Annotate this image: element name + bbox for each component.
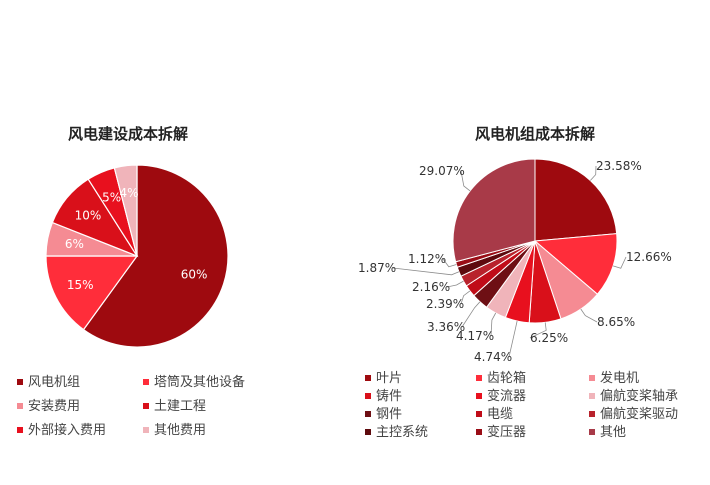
- legend-label-turbine-12: 其他: [600, 425, 626, 440]
- slice-label-turbine-7: 3.36%: [427, 320, 465, 334]
- legend-swatch-turbine-12: [589, 429, 595, 435]
- slice-label-construction-3: 6%: [65, 237, 84, 251]
- slice-label-turbine-9: 2.16%: [412, 280, 450, 294]
- legend-swatch-turbine-2: [476, 375, 482, 381]
- legend-label-turbine-7: 钢件: [376, 407, 402, 422]
- legend-swatch-turbine-11: [476, 429, 482, 435]
- legend-swatch-turbine-4: [365, 393, 371, 399]
- legend-label-construction-5: 外部接入费用: [28, 422, 106, 438]
- leader-line-turbine-12: [460, 170, 471, 192]
- slice-label-construction-6: 4%: [119, 186, 138, 200]
- pie-slice-construction-6: [113, 164, 138, 257]
- legend-label-construction-2: 塔筒及其他设备: [154, 374, 245, 390]
- slice-label-turbine-6: 4.17%: [456, 329, 494, 343]
- legend-label-turbine-1: 叶片: [376, 371, 402, 386]
- chart-title-construction-cost: 风电建设成本拆解: [68, 125, 188, 143]
- legend-label-turbine-10: 主控系统: [376, 425, 428, 440]
- legend-swatch-construction-5: [17, 427, 23, 433]
- slice-label-construction-5: 5%: [102, 191, 121, 205]
- legend-label-construction-1: 风电机组: [28, 375, 80, 390]
- pie-turbine-cost: 23.58% 12.66% 8.65% 6.25% 4.74% 4.17%3.36% 2.3…: [358, 158, 672, 364]
- slice-label-turbine-12: 29.07%: [419, 164, 465, 178]
- legend-label-turbine-3: 发电机: [600, 370, 639, 386]
- slice-label-turbine-3: 8.65%: [597, 315, 635, 329]
- legend-swatch-turbine-3: [589, 375, 595, 381]
- pie-slice-construction-1: [82, 164, 229, 348]
- legend-swatch-turbine-7: [365, 411, 371, 417]
- leader-line-turbine-2: [612, 256, 627, 269]
- slice-label-turbine-4: 6.25%: [530, 331, 568, 345]
- slice-label-construction-4: 10%: [75, 208, 102, 222]
- legend-label-construction-6: 其他费用: [154, 423, 206, 438]
- slice-label-turbine-5: 4.74%: [474, 350, 512, 364]
- leader-line-turbine-3: [580, 308, 598, 323]
- leader-line-turbine-8: [460, 290, 471, 305]
- legend-label-construction-3: 安装费用: [28, 399, 80, 414]
- pie-slice-turbine-1: [534, 158, 618, 242]
- legend-swatch-turbine-5: [476, 393, 482, 399]
- legend-swatch-construction-2: [143, 379, 149, 385]
- leader-line-turbine-11: [442, 258, 457, 268]
- leader-line-turbine-4: [529, 322, 547, 339]
- leader-line-turbine-7: [461, 301, 481, 328]
- legend-label-turbine-8: 电缆: [487, 406, 513, 422]
- legend-label-turbine-5: 变流器: [487, 388, 526, 404]
- legend-swatch-turbine-6: [589, 393, 595, 399]
- legend-swatch-turbine-10: [365, 429, 371, 435]
- pie-slice-construction-2: [45, 255, 139, 331]
- legend-swatch-construction-3: [17, 403, 23, 409]
- slice-label-turbine-10: 1.87%: [358, 261, 396, 275]
- slice-label-construction-1: 60%: [181, 268, 208, 282]
- chart-title-turbine-cost: 风电机组成本拆解: [475, 125, 595, 143]
- pie-slice-turbine-2: [533, 233, 618, 295]
- legend-label-turbine-2: 齿轮箱: [487, 370, 526, 386]
- leader-line-turbine-10: [392, 267, 460, 276]
- slice-label-turbine-8: 2.39%: [426, 297, 464, 311]
- slice-label-turbine-1: 23.58%: [596, 159, 642, 173]
- slice-label-turbine-2: 12.66%: [626, 250, 672, 264]
- leader-line-turbine-5: [508, 320, 518, 358]
- legend-label-turbine-9: 偏航变桨驱动: [600, 406, 678, 422]
- pie-construction-cost: 60% 15% 6% 10%5%4%: [45, 164, 229, 348]
- leader-line-turbine-1: [590, 165, 597, 181]
- legend-label-turbine-4: 铸件: [376, 388, 402, 404]
- legend-label-construction-4: 土建工程: [154, 399, 206, 414]
- legend-swatch-turbine-9: [589, 411, 595, 417]
- legend-label-turbine-6: 偏航变桨轴承: [600, 388, 678, 404]
- legend-swatch-construction-4: [143, 403, 149, 409]
- legend-swatch-construction-1: [17, 379, 23, 385]
- legend-swatch-turbine-1: [365, 375, 371, 381]
- leader-line-turbine-9: [446, 280, 464, 288]
- legend-swatch-turbine-8: [476, 411, 482, 417]
- leader-line-turbine-6: [490, 312, 497, 337]
- legend-label-turbine-11: 变压器: [487, 424, 526, 440]
- legend-swatch-construction-6: [143, 427, 149, 433]
- slice-label-construction-2: 15%: [67, 278, 94, 292]
- slice-label-turbine-11: 1.12%: [408, 252, 446, 266]
